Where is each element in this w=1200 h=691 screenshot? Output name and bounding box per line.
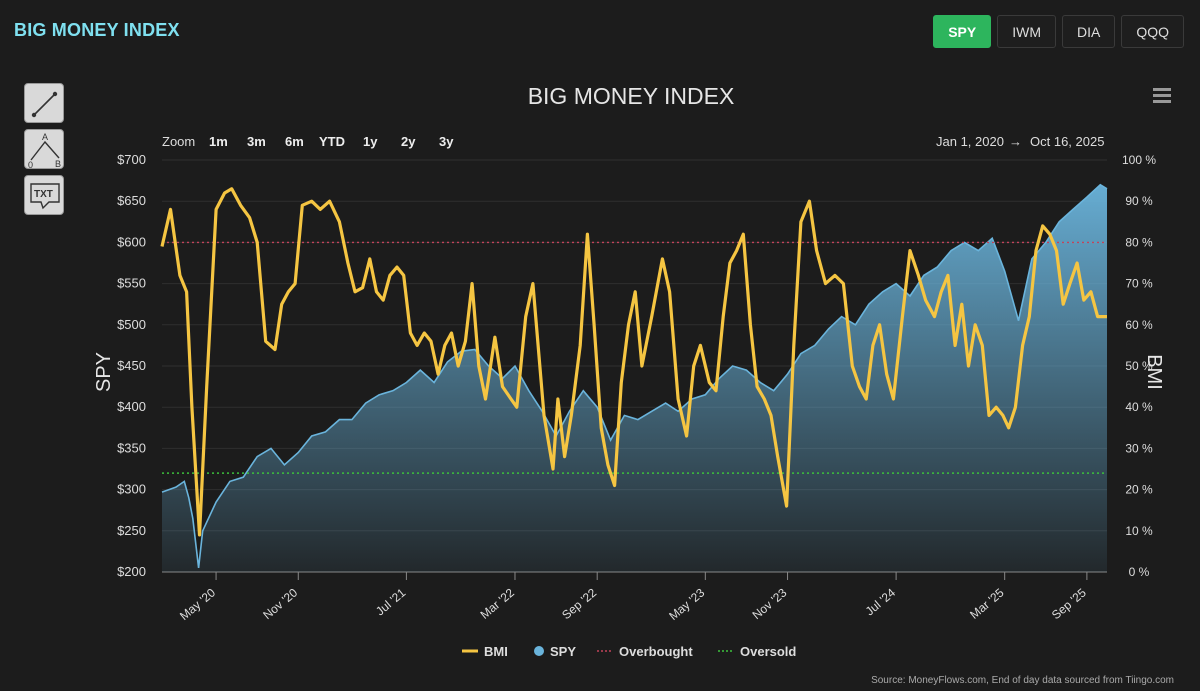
spy-tick-label: $700 <box>117 152 146 167</box>
fibonacci-tool-icon: A 0 B <box>28 132 61 170</box>
bmi-tick-label: 30 % <box>1125 441 1153 455</box>
legend-oversold-label: Oversold <box>740 644 796 659</box>
bmi-line <box>160 187 1107 537</box>
x-tick-label: Nov '20 <box>260 585 300 622</box>
zoom-option-1y[interactable]: 1y <box>363 134 378 149</box>
brand-title: BIG MONEY INDEX <box>14 20 180 40</box>
spy-tick-label: $250 <box>117 523 146 538</box>
source-credit: Source: MoneyFlows.com, End of day data … <box>871 675 1174 686</box>
ticker-switcher: SPY IWM DIA QQQ <box>933 15 1184 48</box>
spy-axis: $200 $250 $300 $350 $400 $450 $500 $550 $600 $650… <box>117 152 146 579</box>
zoom-option-6m[interactable]: 6m <box>285 134 304 149</box>
bmi-tick-label: 20 % <box>1125 483 1153 497</box>
zoom-option-1m[interactable]: 1m <box>209 134 228 149</box>
x-tick-label: Sep '22 <box>559 585 599 622</box>
bmi-tick-label: 10 % <box>1125 524 1153 538</box>
range-from: Jan 1, 2020 <box>936 134 1004 149</box>
legend-oversold[interactable]: Oversold <box>718 644 796 659</box>
legend-bmi[interactable]: BMI <box>462 644 508 659</box>
text-tool-icon: TXT <box>30 183 60 210</box>
bmi-tick-label: 50 % <box>1125 359 1153 373</box>
bmi-tick-label: 40 % <box>1125 400 1153 414</box>
bmi-tick-label: 100 % <box>1122 153 1156 167</box>
x-tick-label: Mar '25 <box>967 585 1007 621</box>
spy-tick-label: $200 <box>117 564 146 579</box>
spy-tick-label: $600 <box>117 234 146 249</box>
text-tool-label: TXT <box>34 189 53 200</box>
range-to: Oct 16, 2025 <box>1030 134 1104 149</box>
legend-spy-label: SPY <box>550 644 576 659</box>
spy-axis-label: SPY <box>93 352 115 392</box>
x-tick-label: Mar '22 <box>478 585 518 621</box>
date-axis: May '20 Nov '20 Jul '21 Mar '22 Sep '22 May '… <box>177 572 1089 623</box>
fib-label-a: A <box>42 132 48 142</box>
zoom-option-2y[interactable]: 2y <box>401 134 416 149</box>
legend-bmi-label: BMI <box>484 644 508 659</box>
spy-tick-label: $650 <box>117 193 146 208</box>
spy-tick-label: $300 <box>117 482 146 497</box>
ticker-dia-button[interactable]: DIA <box>1061 15 1116 48</box>
ticker-iwm-button[interactable]: IWM <box>997 15 1056 48</box>
range-arrow: → <box>1009 134 1022 149</box>
spy-tick-label: $350 <box>117 440 146 455</box>
spy-tick-label: $400 <box>117 399 146 414</box>
bmi-tick-label: 70 % <box>1125 277 1153 291</box>
bmi-tick-label: 80 % <box>1125 235 1153 249</box>
spy-area <box>162 184 1107 572</box>
annotation-toolbar: A 0 B TXT <box>24 83 64 215</box>
legend: BMI SPY Overbought Oversold <box>462 644 796 659</box>
x-tick-label: May '20 <box>177 585 218 623</box>
bmi-axis: 0 % 10 % 20 % 30 % 40 % 50 % 60 % 70 % 80 % 90 % 1… <box>1122 153 1156 579</box>
chart-title: BIG MONEY INDEX <box>528 83 735 109</box>
spy-tick-label: $500 <box>117 317 146 332</box>
fib-label-zero: 0 <box>28 160 33 170</box>
bmi-tick-label: 60 % <box>1125 318 1153 332</box>
legend-overbought-label: Overbought <box>619 644 693 659</box>
ticker-qqq-button[interactable]: QQQ <box>1121 15 1184 48</box>
zoom-label: Zoom <box>162 134 195 149</box>
zoom-option-3m[interactable]: 3m <box>247 134 266 149</box>
legend-spy-swatch <box>534 646 544 656</box>
legend-overbought[interactable]: Overbought <box>597 644 693 659</box>
line-tool-icon <box>31 91 58 118</box>
line-tool-button[interactable] <box>24 83 64 123</box>
x-tick-label: Jul '21 <box>373 585 409 618</box>
bmi-tick-label: 90 % <box>1125 194 1153 208</box>
bmi-axis-label: BMI <box>1143 354 1165 390</box>
ticker-spy-button[interactable]: SPY <box>933 15 992 48</box>
x-tick-label: May '23 <box>666 585 707 623</box>
zoom-option-3y[interactable]: 3y <box>439 134 454 149</box>
spy-tick-label: $450 <box>117 358 146 373</box>
hamburger-menu-icon[interactable] <box>1153 88 1173 104</box>
legend-spy[interactable]: SPY <box>534 644 576 659</box>
x-tick-label: Jul '24 <box>863 585 899 618</box>
x-tick-label: Sep '25 <box>1049 585 1089 622</box>
zoom-selector: Zoom 1m 3m 6m YTD 1y 2y 3y <box>162 134 454 149</box>
text-tool-button[interactable]: TXT <box>24 175 64 215</box>
bmi-tick-label: 0 % <box>1129 565 1150 579</box>
zoom-option-ytd[interactable]: YTD <box>319 134 345 149</box>
x-tick-label: Nov '23 <box>750 585 790 622</box>
fibonacci-tool-button[interactable]: A 0 B <box>24 129 64 170</box>
fib-label-b: B <box>55 159 61 169</box>
spy-tick-label: $550 <box>117 276 146 291</box>
